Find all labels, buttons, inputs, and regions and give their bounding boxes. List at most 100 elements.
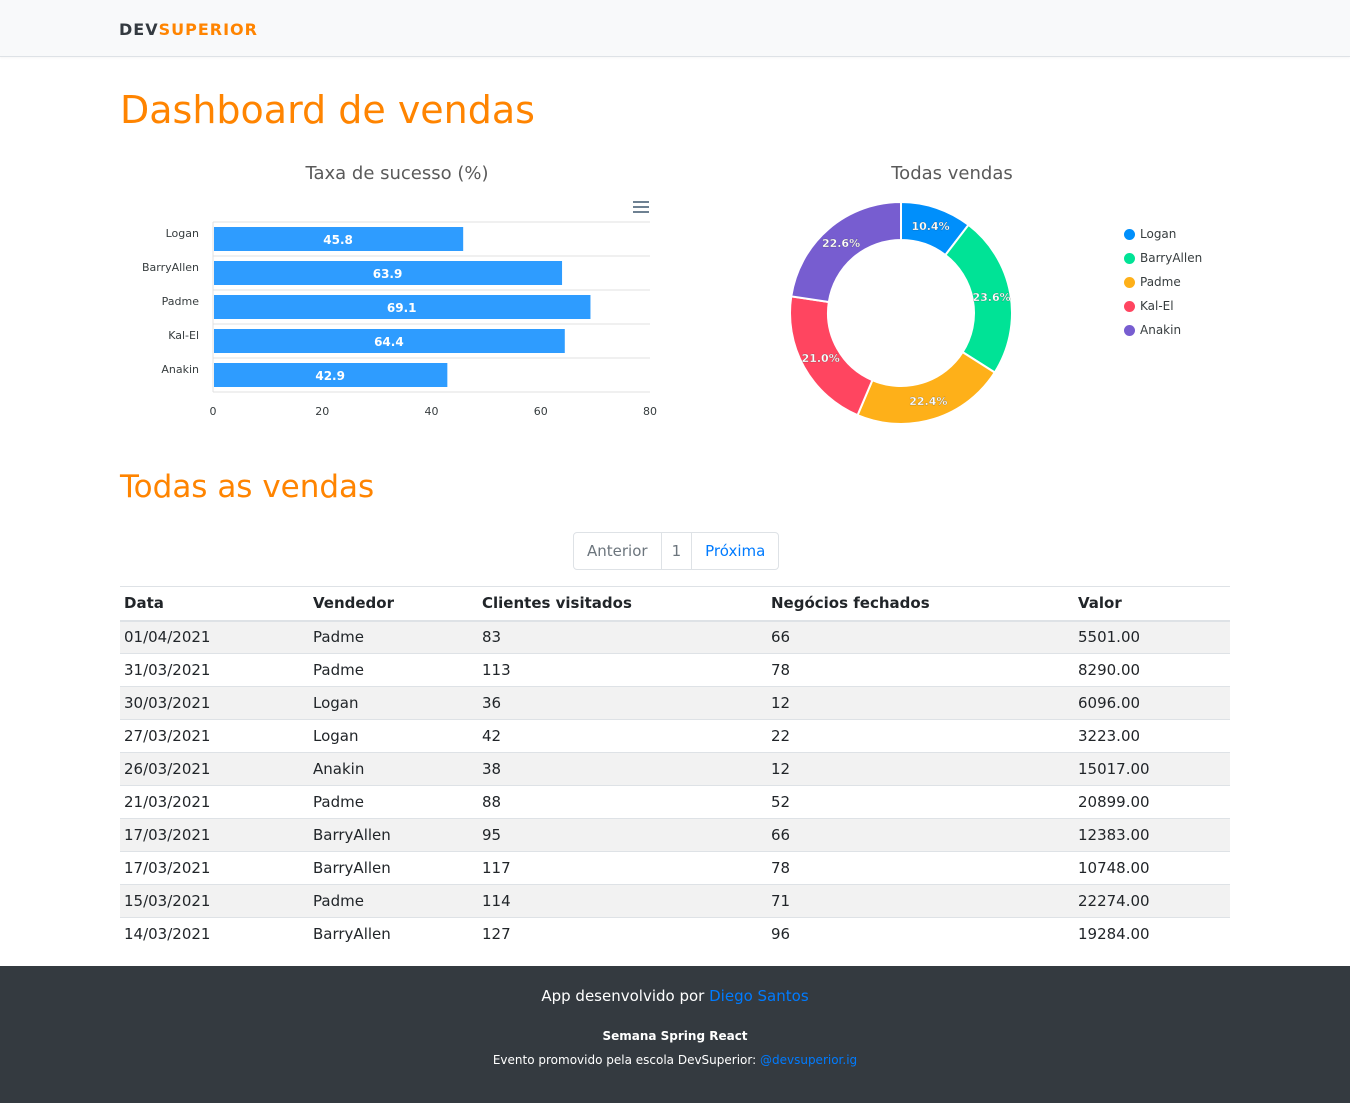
- footer-event-link[interactable]: @devsuperior.ig: [759, 1053, 858, 1067]
- table-cell: BarryAllen: [309, 917, 478, 951]
- bar-category-label: Kal-El: [168, 329, 199, 342]
- donut-data-label: 22.4%: [909, 395, 947, 408]
- table-cell: 17/03/2021: [120, 851, 309, 885]
- donut-legend: Logan BarryAllen Padme Kal-El Anakin: [1124, 222, 1202, 342]
- table-row: 14/03/2021 BarryAllen 127 96 19284.00: [120, 917, 1230, 951]
- pagination-next-button[interactable]: Próxima: [705, 542, 766, 560]
- table-cell: 66: [767, 818, 1074, 852]
- legend-marker: [1124, 324, 1135, 336]
- bar-chart-title: Taxa de sucesso (%): [305, 163, 489, 184]
- legend-label: Logan: [1140, 227, 1177, 241]
- sales-table: Data Vendedor Clientes visitados Negócio…: [120, 586, 1230, 951]
- donut-slice: [856, 350, 997, 425]
- bar: [214, 295, 591, 319]
- table-row: 30/03/2021 Logan 36 12 6096.00: [120, 686, 1230, 720]
- table-cell: 10748.00: [1074, 851, 1230, 885]
- hamburger-menu-icon[interactable]: [633, 201, 651, 215]
- table-cell: 42: [478, 719, 767, 753]
- table-cell: 15/03/2021: [120, 884, 309, 918]
- x-tick-label: 20: [315, 405, 329, 418]
- x-tick-label: 80: [643, 405, 657, 418]
- table-cell: 117: [478, 851, 767, 885]
- donut-data-label: 23.6%: [972, 291, 1010, 304]
- table-cell: 96: [767, 917, 1074, 951]
- legend-item[interactable]: Kal-El: [1124, 294, 1202, 318]
- bar-data-label: 64.4: [374, 335, 404, 349]
- navbar: DEVSUPERIOR: [0, 0, 1350, 57]
- table-cell: 78: [767, 653, 1074, 687]
- donut-data-label: 10.4%: [911, 220, 949, 233]
- section-title: Todas as vendas: [120, 469, 375, 505]
- table-header-cell: Valor: [1074, 586, 1230, 622]
- bar-category-label: Anakin: [161, 363, 199, 376]
- bar-category-label: BarryAllen: [142, 261, 199, 274]
- legend-label: Padme: [1140, 275, 1181, 289]
- legend-item[interactable]: Logan: [1124, 222, 1202, 246]
- pagination-current-page[interactable]: 1: [662, 533, 693, 569]
- bar: [214, 329, 565, 353]
- table-header-cell: Vendedor: [309, 586, 478, 622]
- table-cell: 52: [767, 785, 1074, 819]
- table-row: 15/03/2021 Padme 114 71 22274.00: [120, 884, 1230, 918]
- table-cell: 27/03/2021: [120, 719, 309, 753]
- table-cell: 38: [478, 752, 767, 786]
- table-row: 21/03/2021 Padme 88 52 20899.00: [120, 785, 1230, 819]
- table-cell: 8290.00: [1074, 653, 1230, 687]
- legend-marker: [1124, 228, 1135, 240]
- bar-chart: 45.8 Logan 63.9 BarryAllen 69.1 Padme 64.4 Kal-…: [142, 221, 657, 418]
- table-cell: 36: [478, 686, 767, 720]
- footer-credit-text: App desenvolvido por: [541, 987, 705, 1005]
- legend-item[interactable]: Anakin: [1124, 318, 1202, 342]
- table-cell: BarryAllen: [309, 818, 478, 852]
- table-cell: 19284.00: [1074, 917, 1230, 951]
- legend-label: BarryAllen: [1140, 251, 1203, 265]
- table-cell: 31/03/2021: [120, 653, 309, 687]
- table-cell: 22: [767, 719, 1074, 753]
- table-cell: 22274.00: [1074, 884, 1230, 918]
- table-cell: Padme: [309, 653, 478, 687]
- table-cell: 83: [478, 620, 767, 654]
- page-title: Dashboard de vendas: [120, 88, 535, 132]
- table-cell: 95: [478, 818, 767, 852]
- brand-part2: SUPERIOR: [158, 20, 258, 39]
- donut-chart-title: Todas vendas: [891, 163, 1013, 184]
- footer-event-title: Semana Spring React: [602, 1029, 748, 1043]
- table-cell: 26/03/2021: [120, 752, 309, 786]
- footer-credit-link[interactable]: Diego Santos: [709, 987, 809, 1005]
- table-header-row: Data Vendedor Clientes visitados Negócio…: [120, 586, 1230, 622]
- table-cell: Logan: [309, 686, 478, 720]
- table-cell: 30/03/2021: [120, 686, 309, 720]
- donut-slice: [790, 200, 902, 304]
- footer-credit: App desenvolvido por Diego Santos: [0, 987, 1350, 1005]
- table-cell: 78: [767, 851, 1074, 885]
- footer: App desenvolvido por Diego Santos Semana…: [0, 966, 1350, 1103]
- bar-category-label: Padme: [162, 295, 200, 308]
- table-header-cell: Data: [120, 586, 309, 622]
- table-cell: 12383.00: [1074, 818, 1230, 852]
- table-header-cell: Negócios fechados: [767, 586, 1074, 622]
- legend-label: Kal-El: [1140, 299, 1174, 313]
- table-cell: Padme: [309, 620, 478, 654]
- footer-event: Evento promovido pela escola DevSuperior…: [0, 1053, 1350, 1067]
- legend-item[interactable]: Padme: [1124, 270, 1202, 294]
- legend-marker: [1124, 252, 1135, 264]
- table-cell: Padme: [309, 884, 478, 918]
- table-cell: 6096.00: [1074, 686, 1230, 720]
- table-cell: 21/03/2021: [120, 785, 309, 819]
- x-tick-label: 60: [534, 405, 548, 418]
- brand-logo[interactable]: DEVSUPERIOR: [119, 20, 258, 39]
- brand-part1: DEV: [119, 20, 159, 39]
- bar-data-label: 69.1: [387, 301, 417, 315]
- table-row: 01/04/2021 Padme 83 66 5501.00: [120, 620, 1230, 654]
- bar: [214, 363, 448, 387]
- table-row: 31/03/2021 Padme 113 78 8290.00: [120, 653, 1230, 687]
- bar-category-label: Logan: [166, 227, 199, 240]
- bar: [214, 261, 563, 285]
- legend-item[interactable]: BarryAllen: [1124, 246, 1202, 270]
- bar-data-label: 45.8: [323, 233, 353, 247]
- pagination-prev-button[interactable]: Anterior: [574, 533, 662, 569]
- table-cell: 15017.00: [1074, 752, 1230, 786]
- table-cell: Padme: [309, 785, 478, 819]
- table-row: 17/03/2021 BarryAllen 95 66 12383.00: [120, 818, 1230, 852]
- donut-data-label: 22.6%: [822, 237, 860, 250]
